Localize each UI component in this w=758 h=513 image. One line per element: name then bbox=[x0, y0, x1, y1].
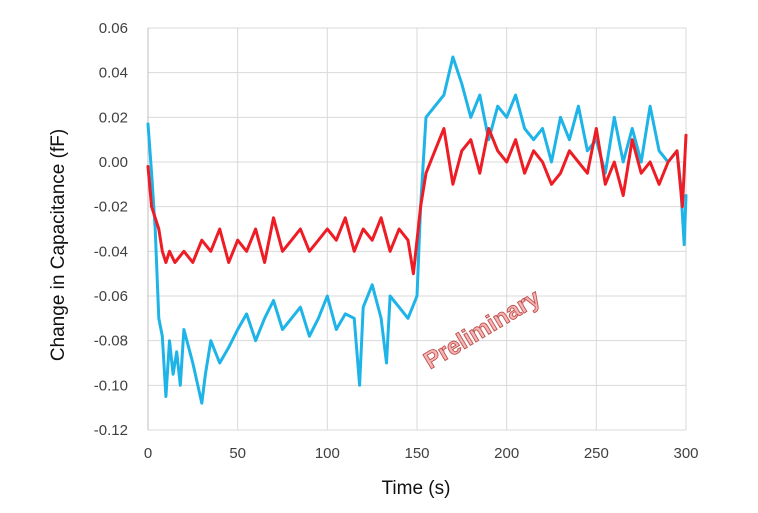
series-group bbox=[146, 55, 688, 405]
y-tick-label: -0.04 bbox=[94, 243, 128, 260]
y-tick-label: -0.10 bbox=[94, 377, 128, 394]
y-tick-label: 0.02 bbox=[99, 109, 128, 126]
y-tick-label: 0.04 bbox=[99, 65, 128, 82]
y-axis-ticks: -0.12 -0.10 -0.08 -0.06 -0.04 -0.02 0.00 0.02 0.… bbox=[94, 20, 128, 439]
x-tick-label: 50 bbox=[229, 445, 246, 462]
y-tick-label: -0.12 bbox=[94, 422, 128, 439]
x-tick-label: 0 bbox=[144, 445, 152, 462]
x-axis-title: Time (s) bbox=[382, 478, 451, 499]
y-tick-label: -0.08 bbox=[94, 333, 128, 350]
y-tick-label: 0.00 bbox=[99, 154, 128, 171]
y-tick-label: 0.06 bbox=[99, 20, 128, 37]
x-tick-label: 100 bbox=[315, 445, 340, 462]
y-tick-label: -0.06 bbox=[94, 288, 128, 305]
preliminary-watermark: Preliminary bbox=[419, 284, 546, 375]
x-tick-label: 300 bbox=[673, 445, 698, 462]
x-axis-ticks: 0 50 100 150 200 250 300 bbox=[144, 445, 699, 462]
x-tick-label: 200 bbox=[494, 445, 519, 462]
series-line-2 bbox=[146, 127, 688, 276]
series-line-1 bbox=[146, 55, 688, 405]
y-tick-label: -0.02 bbox=[94, 199, 128, 216]
y-axis-title: Change in Capacitance (fF) bbox=[48, 129, 69, 361]
x-tick-label: 150 bbox=[404, 445, 429, 462]
x-tick-label: 250 bbox=[584, 445, 609, 462]
